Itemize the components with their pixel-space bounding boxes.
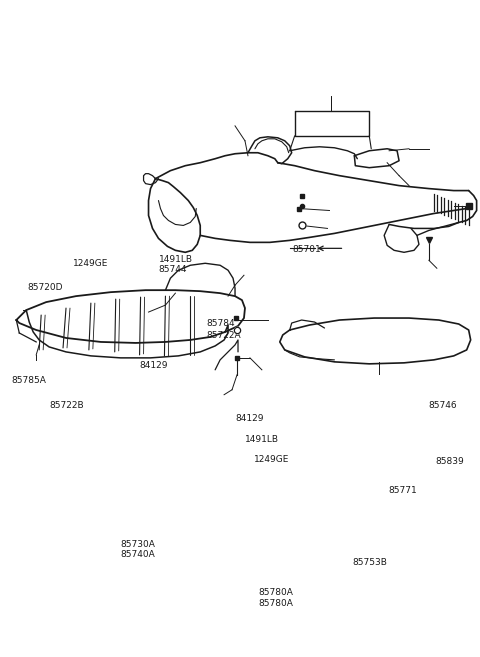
Text: 85839: 85839	[436, 457, 465, 466]
Text: 84129: 84129	[235, 414, 264, 422]
Text: 1249GE: 1249GE	[254, 455, 290, 464]
Text: 85746: 85746	[429, 401, 457, 410]
Text: 85722B: 85722B	[49, 401, 84, 410]
Text: 85720D: 85720D	[28, 283, 63, 292]
Text: 85730A
85740A: 85730A 85740A	[120, 540, 155, 559]
Text: 1491LB
85744: 1491LB 85744	[159, 255, 193, 274]
Text: 84129: 84129	[140, 361, 168, 370]
Text: 85753B: 85753B	[352, 558, 387, 567]
Text: 85784: 85784	[206, 319, 235, 328]
Text: 85780A
85780A: 85780A 85780A	[258, 588, 293, 608]
Text: 1249GE: 1249GE	[73, 259, 108, 267]
Text: 85785A: 85785A	[11, 376, 46, 386]
Text: 1491LB: 1491LB	[245, 435, 279, 444]
Text: 85701: 85701	[292, 246, 321, 254]
Text: 85771: 85771	[388, 486, 417, 495]
Text: 85722A: 85722A	[206, 330, 241, 340]
